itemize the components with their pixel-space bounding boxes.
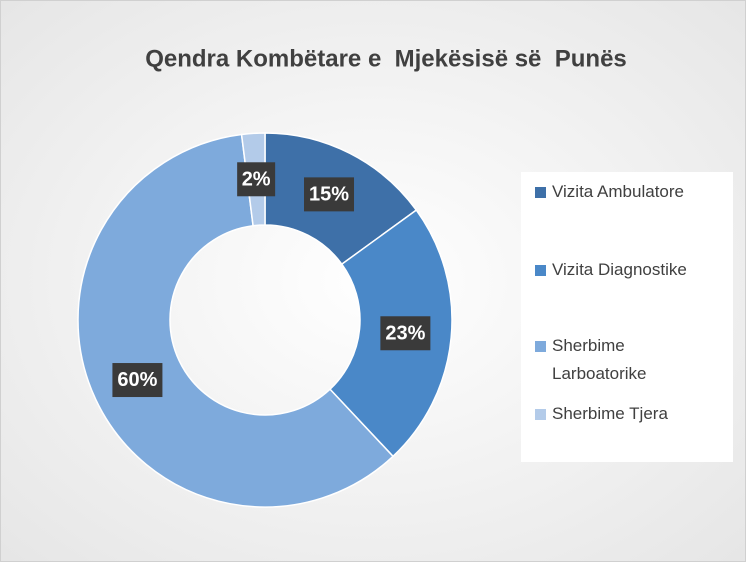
data-label-box bbox=[237, 162, 276, 197]
legend-label: Vizita Diagnostike bbox=[552, 260, 687, 279]
data-label: 23% bbox=[385, 322, 425, 344]
legend-label: Sherbime Tjera bbox=[552, 404, 668, 423]
legend-swatch bbox=[535, 341, 546, 352]
legend-label: Sherbime Larboatorike bbox=[552, 336, 647, 383]
legend-swatch bbox=[535, 187, 546, 198]
legend-swatch bbox=[535, 265, 546, 276]
legend-swatch bbox=[535, 409, 546, 420]
data-label: 60% bbox=[117, 369, 157, 391]
chart-title: Qendra Kombëtare e Mjekësisë së Punës bbox=[145, 45, 627, 72]
data-label: 2% bbox=[242, 168, 271, 190]
legend: Vizita Ambulatore Vizita Diagnostike Sherb… bbox=[521, 172, 733, 462]
data-label-box bbox=[304, 177, 355, 212]
data-label-box bbox=[112, 363, 163, 398]
legend-item: Vizita Diagnostike bbox=[535, 256, 730, 284]
legend-item: Vizita Ambulatore bbox=[535, 178, 730, 206]
legend-item: Sherbime Larboatorike bbox=[535, 332, 730, 388]
data-label-box bbox=[380, 316, 431, 351]
data-label: 15% bbox=[309, 183, 349, 205]
legend-item: Sherbime Tjera bbox=[535, 400, 730, 428]
donut-segment bbox=[77, 133, 395, 508]
legend-label: Vizita Ambulatore bbox=[552, 182, 684, 201]
